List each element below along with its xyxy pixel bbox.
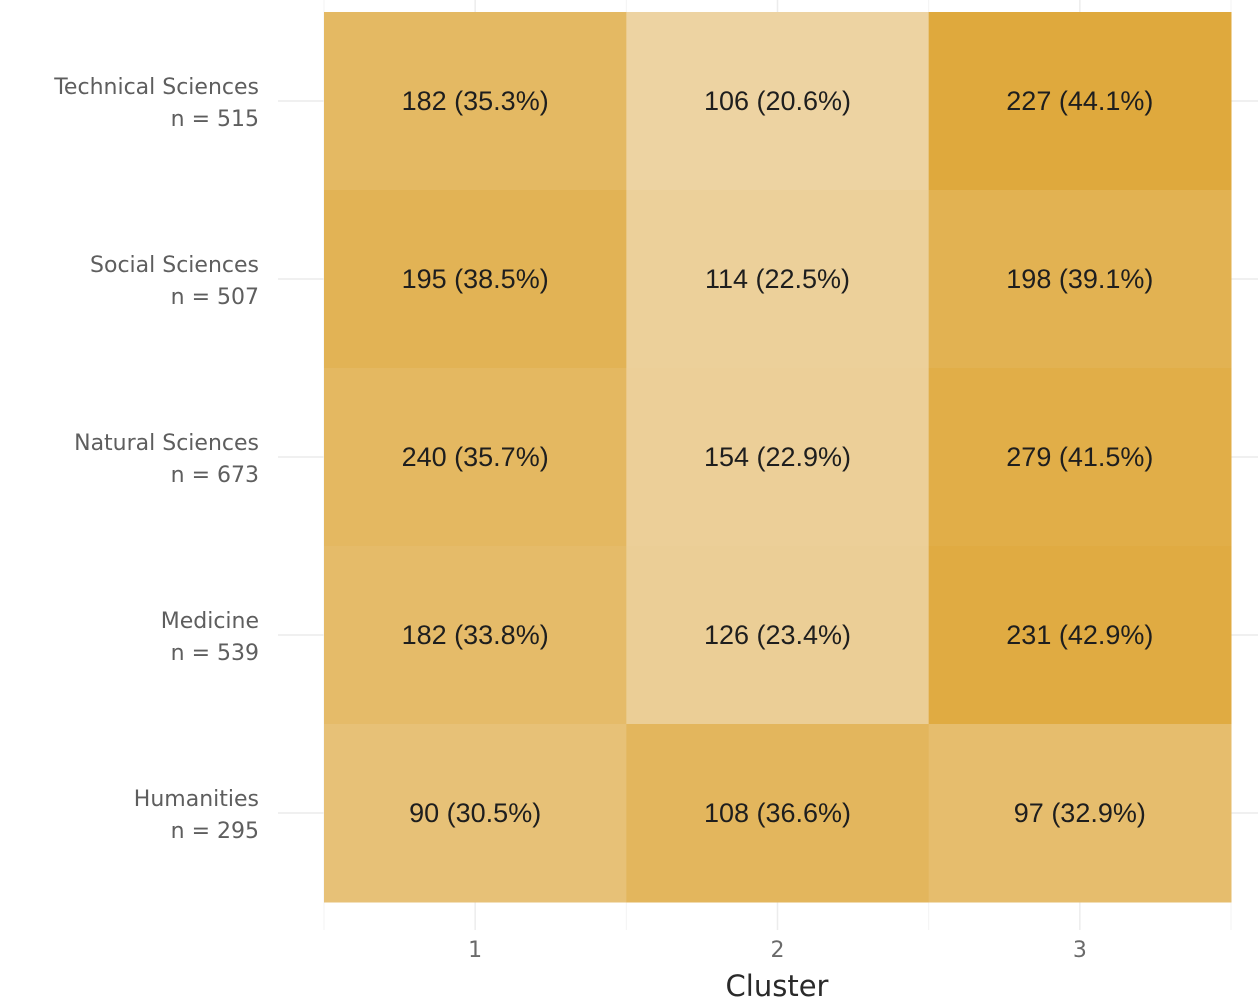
heatmap-cell <box>324 190 627 369</box>
x-axis-title: Cluster <box>726 969 829 1001</box>
heatmap-cell <box>928 368 1232 547</box>
heatmap-cell <box>928 12 1232 191</box>
heatmap-cell <box>626 190 930 369</box>
y-tick-label-n: n = 515 <box>171 107 259 132</box>
heatmap-cell <box>626 368 930 547</box>
x-tick-label: 1 <box>468 938 482 963</box>
cell-value-label: 126 (23.4%) <box>704 620 851 650</box>
x-axis-tick-labels: 1 2 3 <box>468 938 1087 963</box>
cell-value-label: 154 (22.9%) <box>704 442 851 472</box>
y-tick-label-n: n = 539 <box>171 641 259 666</box>
cell-value-label: 195 (38.5%) <box>402 264 549 294</box>
heatmap-cell <box>626 12 930 191</box>
cell-value-label: 114 (22.5%) <box>705 264 850 294</box>
heatmap-cell <box>928 724 1232 903</box>
heatmap-cell <box>324 12 627 191</box>
y-tick-label-n: n = 507 <box>171 285 259 310</box>
cell-value-label: 182 (35.3%) <box>402 86 549 116</box>
heatmap-cell <box>928 546 1232 725</box>
x-tick-label: 2 <box>771 938 785 963</box>
y-tick-label-name: Medicine <box>161 609 259 634</box>
heatmap-cell <box>324 724 627 903</box>
y-axis-tick-labels: Technical Sciences n = 515 Social Sciences… <box>53 75 259 844</box>
cell-value-label: 198 (39.1%) <box>1006 264 1153 294</box>
cell-value-label: 227 (44.1%) <box>1006 86 1153 116</box>
heatmap-cell <box>324 368 627 547</box>
y-tick-label-n: n = 673 <box>171 463 259 488</box>
cell-value-labels: 182 (35.3%) 106 (20.6%) 227 (44.1%) 195 (38… <box>402 86 1154 828</box>
y-tick-label-n: n = 295 <box>171 819 259 844</box>
x-tick-label: 3 <box>1073 938 1087 963</box>
y-tick-label-name: Technical Sciences <box>53 75 259 100</box>
cell-value-label: 97 (32.9%) <box>1014 798 1146 828</box>
y-tick-label-name: Humanities <box>134 787 259 812</box>
heatmap-cell <box>928 190 1232 369</box>
heatmap-cell <box>626 546 930 725</box>
y-tick-label-name: Natural Sciences <box>74 431 259 456</box>
heatmap-cells <box>324 12 1232 903</box>
cell-value-label: 106 (20.6%) <box>704 86 851 116</box>
cell-value-label: 108 (36.6%) <box>704 798 851 828</box>
cell-value-label: 90 (30.5%) <box>409 798 541 828</box>
cell-value-label: 182 (33.8%) <box>402 620 549 650</box>
cell-value-label: 240 (35.7%) <box>402 442 549 472</box>
cell-value-label: 279 (41.5%) <box>1006 442 1153 472</box>
y-tick-label-name: Social Sciences <box>90 253 259 278</box>
heatmap-cell <box>324 546 627 725</box>
heatmap-cell <box>626 724 930 903</box>
cell-value-label: 231 (42.9%) <box>1006 620 1153 650</box>
